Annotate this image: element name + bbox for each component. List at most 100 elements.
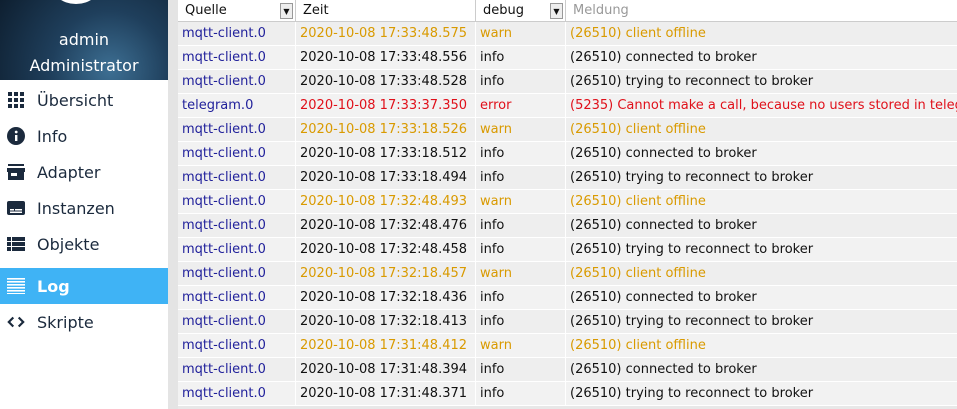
log-header: Quelle ▼ Zeit debug ▼ Meldung xyxy=(178,0,957,22)
log-row: mqtt-client.0 2020-10-08 17:32:48.476 in… xyxy=(178,214,957,238)
user-profile: admin Administrator xyxy=(0,0,168,80)
log-message: (26510) client offline xyxy=(570,266,706,281)
log-level: info xyxy=(476,286,566,309)
user-role: Administrator xyxy=(29,56,139,75)
log-time: 2020-10-08 17:33:18.526 xyxy=(296,118,476,141)
log-row: mqtt-client.0 2020-10-08 17:32:48.493 wa… xyxy=(178,190,957,214)
log-message: (26510) trying to reconnect to broker xyxy=(570,170,814,185)
log-row: mqtt-client.0 2020-10-08 17:31:48.412 wa… xyxy=(178,334,957,358)
time-header-label: Zeit xyxy=(303,3,329,18)
sidebar: admin Administrator Übersicht Info Adapter… xyxy=(0,0,168,409)
divider xyxy=(168,0,178,409)
log-row: mqtt-client.0 2020-10-08 17:32:48.458 in… xyxy=(178,238,957,262)
avatar[interactable] xyxy=(50,0,102,4)
log-time: 2020-10-08 17:33:48.528 xyxy=(296,70,476,93)
source-filter[interactable]: Quelle ▼ xyxy=(178,0,296,21)
sidebar-item-ubersicht[interactable]: Übersicht xyxy=(0,82,168,118)
sidebar-item-label: Übersicht xyxy=(37,90,114,110)
log-level: info xyxy=(476,214,566,237)
log-source: mqtt-client.0 xyxy=(178,118,296,141)
log-row: telegram.0 2020-10-08 17:33:37.350 error… xyxy=(178,94,957,118)
log-time: 2020-10-08 17:31:48.412 xyxy=(296,334,476,357)
log-source: mqtt-client.0 xyxy=(178,334,296,357)
log-time: 2020-10-08 17:31:48.371 xyxy=(296,382,476,405)
chevron-down-icon[interactable]: ▼ xyxy=(550,3,563,19)
log-message: (5235) Cannot make a call, because no us… xyxy=(570,98,957,113)
sidebar-item-label: Instanzen xyxy=(37,198,115,218)
log-message: (26510) connected to broker xyxy=(570,50,757,65)
log-source: mqtt-client.0 xyxy=(178,142,296,165)
log-message: (26510) trying to reconnect to broker xyxy=(570,74,814,89)
log-level: warn xyxy=(476,262,566,285)
log-message: (26510) trying to reconnect to broker xyxy=(570,242,814,257)
log-message: (26510) connected to broker xyxy=(570,290,757,305)
log-level: error xyxy=(476,94,566,117)
log-message: (26510) connected to broker xyxy=(570,362,757,377)
lines-icon xyxy=(7,277,25,295)
log-message: (26510) trying to reconnect to broker xyxy=(570,314,814,329)
log-source: mqtt-client.0 xyxy=(178,382,296,405)
log-row: mqtt-client.0 2020-10-08 17:31:48.371 in… xyxy=(178,382,957,406)
subtitles-icon xyxy=(7,199,25,217)
log-source: mqtt-client.0 xyxy=(178,166,296,189)
sidebar-item-info[interactable]: Info xyxy=(0,118,168,154)
log-level: info xyxy=(476,46,566,69)
log-time: 2020-10-08 17:32:48.476 xyxy=(296,214,476,237)
log-level: info xyxy=(476,166,566,189)
info-icon xyxy=(7,127,25,145)
log-source: mqtt-client.0 xyxy=(178,214,296,237)
log-time: 2020-10-08 17:33:48.575 xyxy=(296,22,476,45)
sidebar-item-objekte[interactable]: Objekte xyxy=(0,226,168,262)
log-level: info xyxy=(476,238,566,261)
log-source: mqtt-client.0 xyxy=(178,190,296,213)
store-icon xyxy=(7,163,25,181)
log-level: info xyxy=(476,70,566,93)
log-level: info xyxy=(476,358,566,381)
log-time: 2020-10-08 17:32:18.436 xyxy=(296,286,476,309)
log-message: (26510) trying to reconnect to broker xyxy=(570,386,814,401)
grid-icon xyxy=(7,91,25,109)
log-message: (26510) client offline xyxy=(570,194,706,209)
sidebar-item-label: Info xyxy=(37,126,68,146)
log-time: 2020-10-08 17:33:37.350 xyxy=(296,94,476,117)
log-source: mqtt-client.0 xyxy=(178,46,296,69)
log-level: warn xyxy=(476,190,566,213)
log-source: mqtt-client.0 xyxy=(178,262,296,285)
log-source: mqtt-client.0 xyxy=(178,358,296,381)
log-source: mqtt-client.0 xyxy=(178,70,296,93)
log-row: mqtt-client.0 2020-10-08 17:33:48.575 wa… xyxy=(178,22,957,46)
log-source: mqtt-client.0 xyxy=(178,22,296,45)
log-message: (26510) connected to broker xyxy=(570,146,757,161)
sidebar-item-log[interactable]: Log xyxy=(0,268,168,304)
log-time: 2020-10-08 17:32:18.413 xyxy=(296,310,476,333)
sidebar-item-skripte[interactable]: Skripte xyxy=(0,304,168,340)
log-level: warn xyxy=(476,118,566,141)
message-filter-placeholder: Meldung xyxy=(573,3,629,18)
list-icon xyxy=(7,235,25,253)
level-filter-value: debug xyxy=(483,3,524,18)
code-icon xyxy=(7,313,25,331)
log-time: 2020-10-08 17:33:18.512 xyxy=(296,142,476,165)
log-time: 2020-10-08 17:33:48.556 xyxy=(296,46,476,69)
log-row: mqtt-client.0 2020-10-08 17:33:48.556 in… xyxy=(178,46,957,70)
time-column-header: Zeit xyxy=(296,0,476,21)
log-time: 2020-10-08 17:32:18.457 xyxy=(296,262,476,285)
log-time: 2020-10-08 17:32:48.458 xyxy=(296,238,476,261)
chevron-down-icon[interactable]: ▼ xyxy=(280,3,293,19)
log-row: mqtt-client.0 2020-10-08 17:31:48.394 in… xyxy=(178,358,957,382)
source-filter-value: Quelle xyxy=(185,3,227,18)
log-level: info xyxy=(476,382,566,405)
sidebar-item-label: Skripte xyxy=(37,312,94,332)
log-row: mqtt-client.0 2020-10-08 17:32:18.413 in… xyxy=(178,310,957,334)
log-time: 2020-10-08 17:31:48.394 xyxy=(296,358,476,381)
log-row: mqtt-client.0 2020-10-08 17:33:18.494 in… xyxy=(178,166,957,190)
log-row: mqtt-client.0 2020-10-08 17:33:18.512 in… xyxy=(178,142,957,166)
level-filter[interactable]: debug ▼ xyxy=(476,0,566,21)
log-message: (26510) client offline xyxy=(570,26,706,41)
sidebar-item-instanzen[interactable]: Instanzen xyxy=(0,190,168,226)
log-row: mqtt-client.0 2020-10-08 17:32:18.457 wa… xyxy=(178,262,957,286)
log-message: (26510) client offline xyxy=(570,122,706,137)
log-message: (26510) client offline xyxy=(570,338,706,353)
message-filter-input[interactable]: Meldung xyxy=(566,0,957,21)
sidebar-item-adapter[interactable]: Adapter xyxy=(0,154,168,190)
